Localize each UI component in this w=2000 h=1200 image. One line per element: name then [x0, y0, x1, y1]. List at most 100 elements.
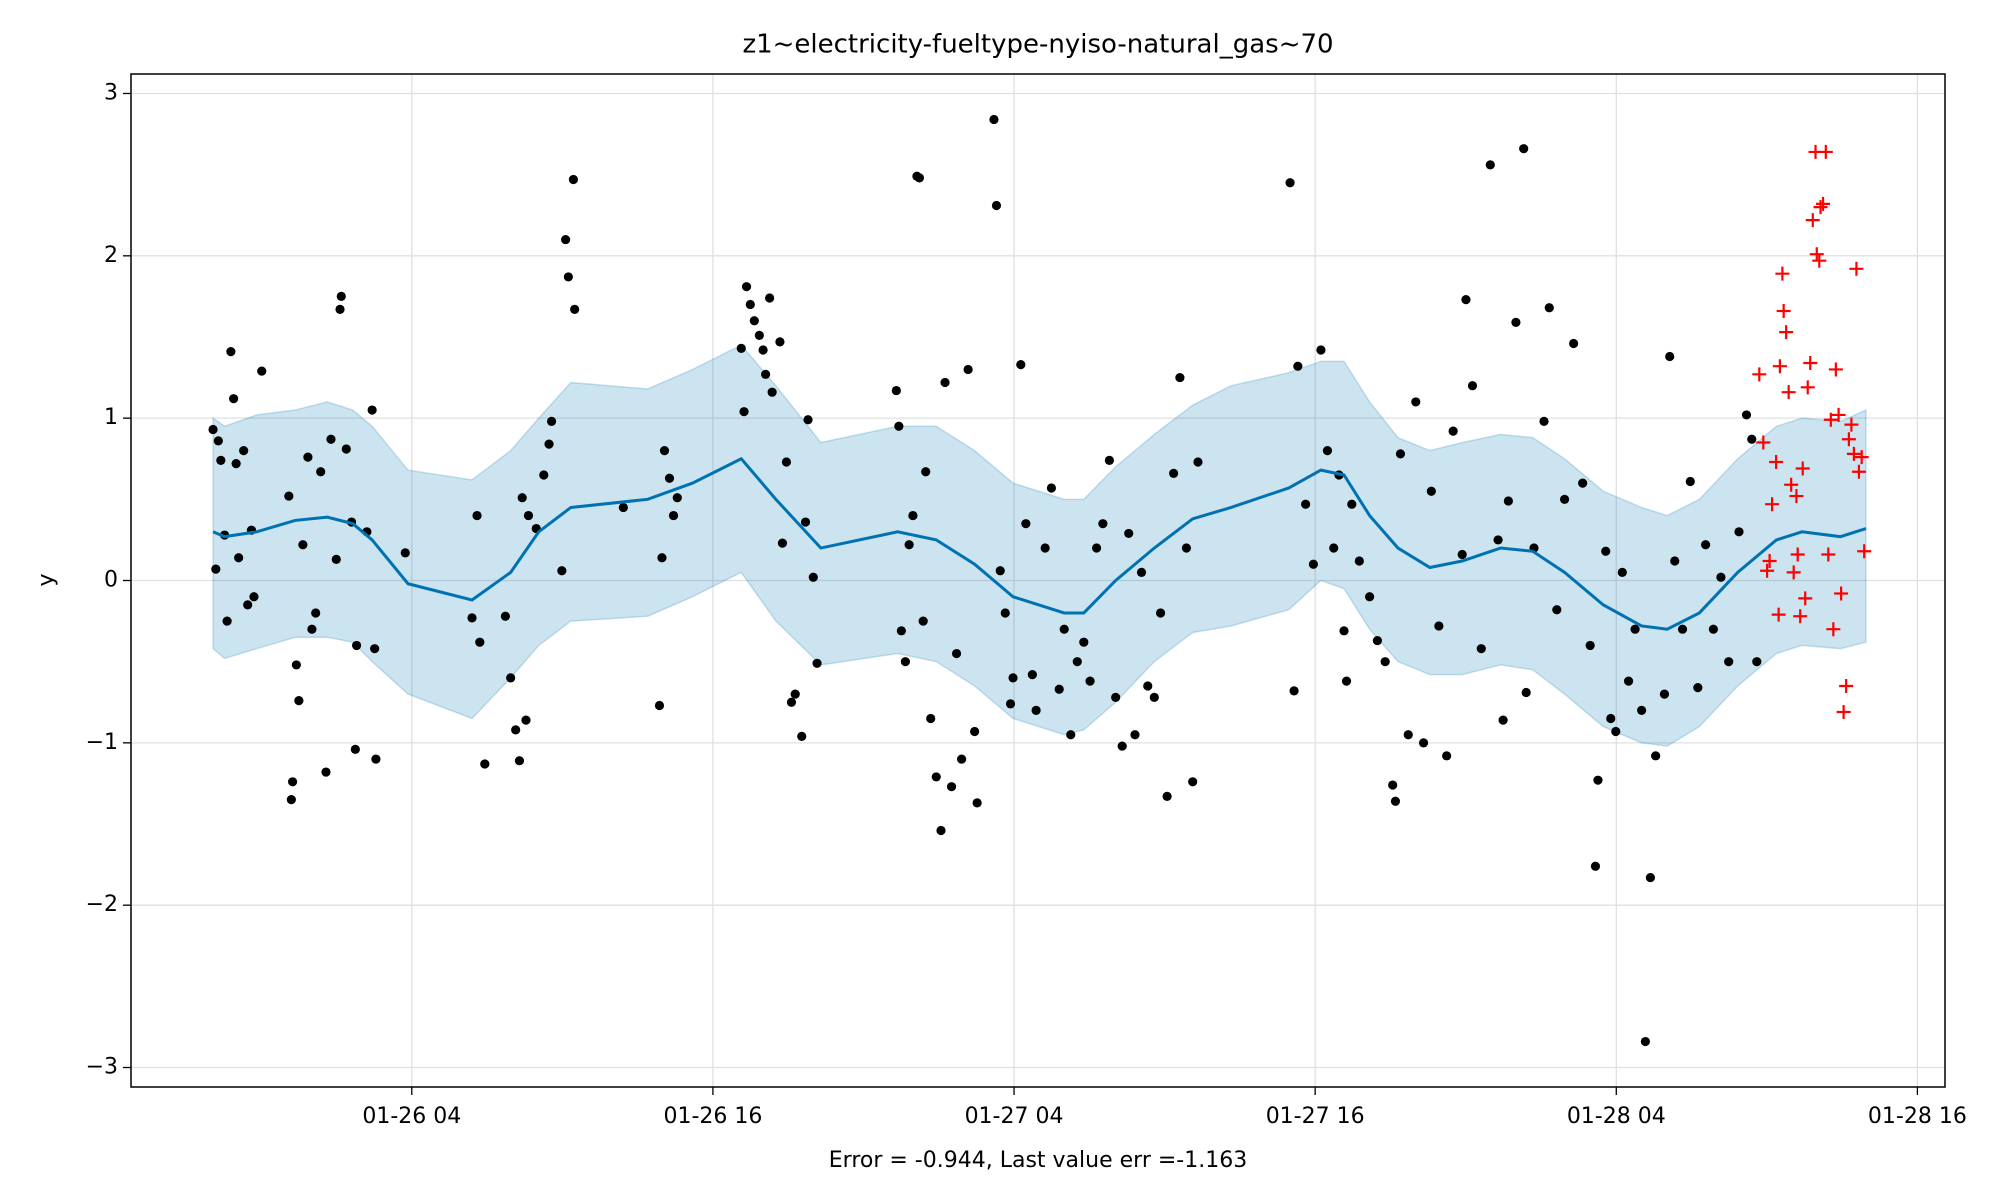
observed-point	[1665, 351, 1675, 362]
observed-point	[918, 616, 928, 626]
future-point	[1795, 461, 1810, 476]
uncertainty-band	[212, 344, 1867, 747]
observed-point	[1418, 738, 1429, 748]
observed-point	[298, 540, 308, 550]
observed-point	[475, 637, 485, 647]
observed-point	[956, 754, 967, 764]
x-tick-label: 01-28 04	[1567, 1104, 1666, 1129]
observed-point	[514, 756, 525, 766]
observed-point	[1552, 605, 1562, 615]
observed-point	[1031, 705, 1041, 715]
observed-point	[781, 457, 792, 467]
observed-point	[1021, 519, 1031, 529]
future-point	[1771, 607, 1786, 622]
observed-point	[216, 455, 226, 465]
observed-point	[303, 452, 313, 462]
observed-point	[908, 510, 918, 521]
observed-point	[1016, 359, 1026, 370]
observed-point	[243, 600, 253, 610]
observed-point	[1701, 540, 1711, 550]
observed-point	[1539, 416, 1549, 427]
observed-point	[1519, 144, 1529, 154]
future-point	[1821, 547, 1836, 562]
future-point	[1846, 446, 1861, 461]
observed-point	[931, 772, 941, 782]
observed-point	[1734, 527, 1744, 537]
observed-point	[1708, 624, 1718, 634]
observed-point	[1593, 775, 1603, 785]
observed-point	[480, 759, 490, 769]
observed-point	[257, 366, 267, 376]
observed-point	[896, 626, 906, 636]
y-tick-label: 2	[104, 243, 118, 268]
observed-point	[1411, 397, 1421, 407]
observed-point	[1521, 687, 1531, 698]
observed-point	[1741, 410, 1752, 420]
observed-point	[808, 572, 818, 582]
observed-point	[1072, 657, 1082, 667]
observed-point	[659, 446, 670, 456]
observed-point	[1000, 608, 1010, 618]
future-point	[1823, 412, 1838, 427]
observed-point	[1403, 730, 1413, 740]
observed-point	[657, 553, 667, 563]
observed-point	[812, 658, 822, 668]
observed-point	[1155, 608, 1166, 618]
observed-point	[1322, 446, 1333, 456]
observed-point	[1503, 496, 1513, 506]
observed-point	[521, 715, 531, 725]
observed-point	[1544, 303, 1554, 313]
observed-point	[1085, 676, 1095, 686]
observed-point	[1169, 468, 1179, 478]
observed-point	[331, 554, 341, 564]
observed-point	[951, 648, 962, 659]
observed-point	[1079, 637, 1089, 647]
observed-point	[307, 624, 317, 634]
observed-point	[367, 405, 377, 415]
observed-point	[1623, 676, 1634, 686]
observed-point	[1027, 670, 1037, 680]
observed-point	[1365, 592, 1375, 602]
observed-point	[1130, 730, 1140, 740]
future-point	[1779, 325, 1794, 340]
future-point	[1772, 359, 1787, 374]
observed-point	[506, 673, 516, 683]
observed-point	[1476, 644, 1486, 654]
future-point	[1790, 547, 1805, 562]
observed-point	[1651, 751, 1661, 761]
observed-point	[1388, 780, 1398, 790]
future-point	[1760, 563, 1775, 578]
observed-point	[1354, 556, 1364, 566]
observed-point	[1372, 635, 1382, 646]
observed-point	[775, 337, 785, 347]
future-point	[1786, 565, 1801, 580]
future-point	[1834, 586, 1849, 601]
observed-point	[1316, 345, 1326, 355]
observed-point	[1578, 478, 1588, 488]
observed-point	[1645, 872, 1656, 883]
observed-point	[226, 347, 236, 357]
observed-point	[904, 540, 914, 550]
observed-point	[500, 611, 510, 621]
observed-point	[288, 777, 298, 787]
future-point	[1849, 261, 1864, 276]
observed-point	[1601, 546, 1611, 556]
observed-point	[1747, 434, 1757, 444]
observed-point	[1426, 486, 1436, 496]
observed-point	[1434, 621, 1444, 631]
observed-point	[1143, 681, 1153, 691]
x-tick-label: 01-27 04	[965, 1104, 1064, 1129]
y-tick-label: 3	[104, 80, 118, 105]
observed-point	[1617, 567, 1627, 577]
observed-point	[1724, 657, 1734, 667]
observed-point	[1098, 519, 1108, 529]
future-point	[1844, 417, 1859, 432]
future-point	[1765, 497, 1780, 512]
observed-point	[1285, 178, 1295, 188]
observed-point	[1611, 726, 1621, 737]
observed-point	[511, 725, 521, 735]
observed-point	[894, 421, 904, 431]
x-axis-label: Error = -0.944, Last value err =-1.163	[829, 1148, 1247, 1173]
observed-point	[1606, 713, 1616, 724]
observed-point	[1149, 692, 1159, 702]
